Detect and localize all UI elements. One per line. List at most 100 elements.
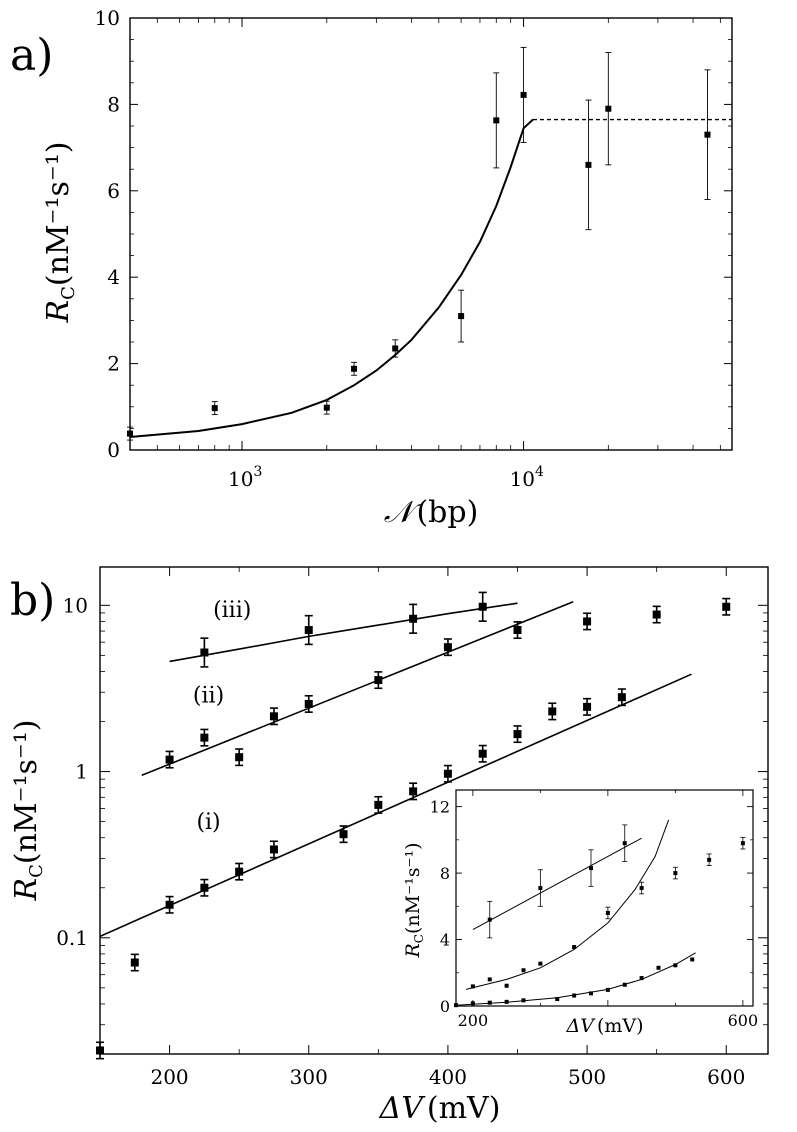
- data-point: [605, 105, 612, 112]
- inset-fit-line: [465, 819, 670, 990]
- panel-a-xlabel-unit: (bp): [416, 495, 478, 530]
- panel-a-y-tick-labels: 0 2 4 6 8 10: [95, 6, 120, 462]
- inset-data-point: [454, 1003, 458, 1008]
- panel-a-ylabel-subscript: C: [58, 286, 79, 300]
- inset-data-point: [673, 963, 678, 968]
- data-point: [458, 313, 465, 320]
- panel-a-x-tick-labels: 103 104: [228, 464, 544, 491]
- panel-b-xlabel-symbol: ΔV: [379, 1091, 427, 1126]
- inset-xlabel-symbol: ΔV: [565, 1015, 596, 1037]
- panel-b-ylabel-symbol: R: [9, 878, 44, 902]
- inset-series-2: [465, 819, 746, 990]
- series-3: [169, 591, 518, 668]
- inset-data-point: [555, 997, 560, 1002]
- inset-data-point: [487, 917, 492, 922]
- x-tick-label: 600: [728, 1011, 759, 1030]
- data-point: [478, 602, 487, 611]
- inset-y-tick-labels: 0 4 8 12: [430, 798, 450, 1016]
- data-point: [493, 117, 500, 124]
- inset-data-point: [572, 945, 577, 950]
- y-tick-label: 0.1: [56, 926, 88, 950]
- data-point: [652, 610, 661, 619]
- inset-data-point: [572, 993, 577, 998]
- data-point: [374, 800, 383, 809]
- y-tick-label: 8: [107, 92, 120, 116]
- data-point: [127, 430, 133, 437]
- panel-b-y-tick-labels: 0.1 1 10: [56, 593, 88, 949]
- data-point: [165, 755, 174, 764]
- y-tick-label: 10: [95, 6, 120, 30]
- inset-data-point: [504, 999, 509, 1004]
- data-point: [520, 91, 527, 98]
- data-point: [165, 900, 174, 909]
- data-point: [269, 712, 278, 721]
- inset-data-point: [487, 977, 492, 982]
- panel-a-x-axis-label: 𝒩 (bp): [384, 495, 479, 530]
- fit-line: [99, 673, 692, 938]
- inset-ticks: [456, 790, 753, 1007]
- data-point: [583, 617, 592, 626]
- inset-data-point: [538, 886, 543, 891]
- inset-data-point: [487, 1000, 492, 1005]
- data-point: [269, 845, 278, 854]
- data-point: [200, 648, 209, 657]
- inset-x-axis-label: ΔV (mV): [565, 1015, 643, 1037]
- inset-data-point: [470, 984, 475, 989]
- data-point: [211, 405, 218, 412]
- x-tick-label: 200: [150, 1065, 188, 1089]
- series-label: (iii): [213, 598, 251, 623]
- inset-frame: [455, 789, 754, 1007]
- y-tick-label: 12: [430, 798, 450, 817]
- data-point: [409, 614, 418, 623]
- y-tick-label: 4: [107, 265, 120, 289]
- data-point: [304, 699, 313, 708]
- inset-data-point: [504, 983, 509, 988]
- panel-b-y-axis-label: RC(nM⁻¹s⁻¹): [9, 720, 47, 902]
- panel-b: b) 0.1 1 10 200 300 400 500 600 (i) (ii) (iii) R…: [9, 566, 769, 1126]
- x-tick-label: 200: [458, 1011, 489, 1030]
- panel-a-ylabel-symbol: R: [41, 300, 76, 324]
- inset-data-point: [656, 965, 661, 970]
- data-point: [443, 643, 452, 652]
- data-point: [392, 345, 399, 352]
- y-tick-label: 8: [440, 864, 450, 883]
- data-point: [583, 702, 592, 711]
- series-label: (ii): [193, 684, 224, 709]
- inset-fit-line: [472, 837, 642, 931]
- panel-b-x-tick-labels: 200 300 400 500 600: [150, 1065, 745, 1089]
- data-point: [130, 958, 139, 967]
- panel-a-y-axis-label: RC(nM⁻¹s⁻¹): [41, 142, 79, 324]
- inset-data-point: [622, 841, 627, 846]
- panel-a-label: a): [10, 30, 53, 81]
- data-point: [323, 404, 330, 411]
- data-point: [374, 676, 383, 685]
- panel-b-plot-area: [96, 591, 731, 1060]
- panel-b-ylabel-subscript: C: [26, 864, 47, 878]
- inset-y-axis-label: RC(nM⁻¹s⁻¹): [402, 842, 426, 958]
- inset-data-point: [622, 982, 627, 987]
- inset-data-point: [521, 998, 526, 1003]
- inset-data-point: [740, 841, 745, 846]
- y-tick-label: 0: [107, 438, 120, 462]
- x-tick-label: 600: [707, 1065, 745, 1089]
- inset-series-1: [454, 952, 696, 1008]
- series-1: [96, 673, 692, 1060]
- inset-xlabel-unit: (mV): [597, 1015, 644, 1037]
- inset-data-point: [673, 871, 678, 876]
- inset-data-point: [690, 957, 695, 962]
- data-point: [339, 830, 348, 839]
- data-point: [96, 1046, 104, 1055]
- panel-b-inset: 0 4 8 12 200 600 RC(nM⁻¹s⁻¹) ΔV (mV): [402, 789, 759, 1037]
- y-tick-label: 1: [75, 760, 88, 784]
- data-point: [513, 626, 522, 635]
- inset-ylabel-unit: (nM⁻¹s⁻¹): [402, 842, 424, 934]
- data-point: [617, 693, 626, 702]
- y-tick-label: 10: [63, 593, 88, 617]
- inset-plot-area: [454, 819, 746, 1008]
- data-point: [235, 867, 244, 876]
- fit-line: [141, 601, 574, 777]
- data-point: [443, 769, 452, 778]
- panel-b-x-axis-label: ΔV (mV): [379, 1091, 501, 1126]
- panel-a-frame: [129, 17, 733, 451]
